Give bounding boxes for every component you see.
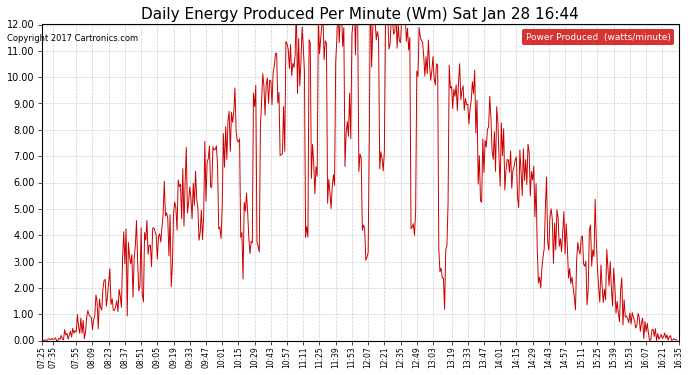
Text: Copyright 2017 Cartronics.com: Copyright 2017 Cartronics.com xyxy=(7,34,138,43)
Legend: Power Produced  (watts/minute): Power Produced (watts/minute) xyxy=(522,29,674,45)
Title: Daily Energy Produced Per Minute (Wm) Sat Jan 28 16:44: Daily Energy Produced Per Minute (Wm) Sa… xyxy=(141,7,579,22)
